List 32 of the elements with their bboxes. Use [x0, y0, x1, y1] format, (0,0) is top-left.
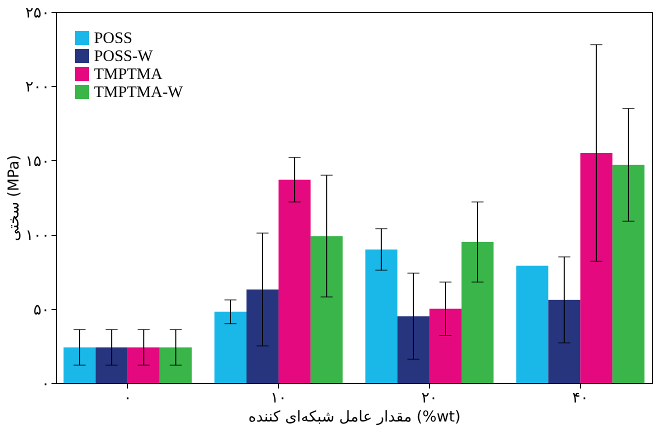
bar	[278, 180, 311, 383]
y-tick-label: ۲۵۰	[25, 4, 50, 22]
legend-label: TMPTMA-W	[94, 84, 184, 101]
y-tick-label: ۵۰	[33, 300, 50, 318]
y-axis-title: سختی (MPa)	[4, 154, 22, 242]
bar	[516, 266, 548, 383]
bar	[246, 290, 279, 383]
x-axis-title: مقدار عامل شبکه‌ای کننده (%wt)	[248, 408, 461, 426]
bar	[310, 236, 343, 383]
bar	[96, 347, 128, 383]
bar	[462, 242, 494, 383]
legend-label: TMPTMA	[94, 66, 163, 83]
y-tick-label: ۱۰۰	[25, 226, 50, 244]
y-tick-label: ۰	[41, 374, 50, 392]
bar	[128, 347, 160, 383]
bar	[64, 347, 96, 383]
x-tick-label: ۲۰	[421, 388, 438, 406]
bar	[397, 316, 430, 383]
bar	[365, 249, 398, 383]
bar	[160, 347, 192, 383]
x-tick-label: ۱۰	[270, 388, 287, 406]
bar	[580, 152, 612, 383]
legend-label: POSS-W	[94, 48, 154, 65]
bar	[214, 312, 246, 383]
x-tick-label: ۴۰	[572, 388, 588, 406]
bar	[429, 308, 462, 383]
legend-label: POSS	[94, 30, 132, 47]
y-tick-label: ۲۰۰	[25, 78, 50, 96]
y-tick-label: ۱۵۰	[25, 152, 50, 170]
bar	[612, 164, 644, 383]
bar	[548, 300, 580, 383]
x-tick-label: ۰	[124, 388, 132, 406]
